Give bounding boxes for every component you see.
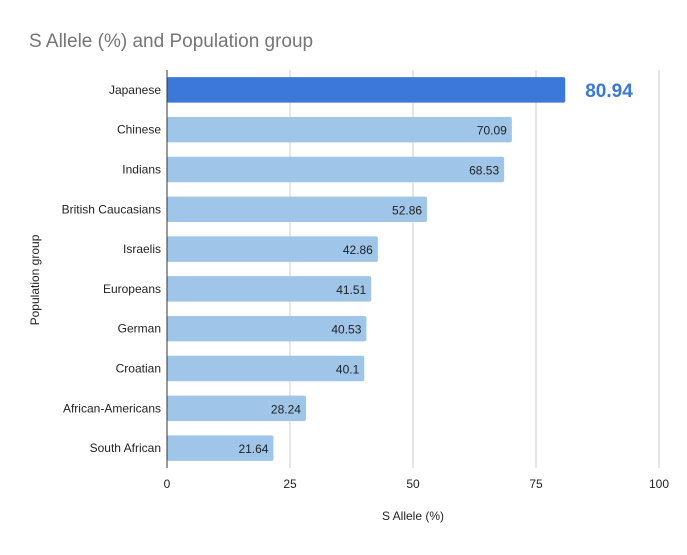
category-labels: Japanese Chinese Indians British Caucasians… (62, 83, 162, 455)
bar (167, 196, 428, 223)
category-label: Europeans (103, 282, 161, 296)
data-label: 40.1 (336, 363, 360, 377)
data-label: 68.53 (469, 164, 499, 178)
y-axis-label: Population group (28, 234, 42, 325)
category-label: Indians (122, 163, 161, 177)
data-label: 70.09 (477, 124, 507, 138)
bar (167, 315, 367, 342)
category-label: British Caucasians (62, 202, 161, 216)
category-label: Japanese (109, 83, 161, 97)
bars: 80.94 70.09 68.53 52.86 42.86 41.51 40.53 40.1 2… (167, 77, 633, 461)
x-axis-label: S Allele (%) (382, 509, 444, 523)
category-label: Croatian (116, 362, 161, 376)
category-label: Israelis (123, 242, 161, 256)
category-label: African-Americans (63, 401, 161, 415)
data-label-highlight: 80.94 (585, 81, 633, 102)
data-label: 28.24 (271, 402, 301, 416)
bar (167, 355, 365, 382)
bar (167, 276, 372, 302)
bar (167, 395, 306, 422)
data-label: 52.86 (392, 203, 422, 217)
bar (167, 236, 378, 262)
x-tick-label: 0 (164, 477, 171, 491)
category-label: Chinese (117, 123, 161, 137)
data-label: 21.64 (238, 442, 268, 456)
x-tick-label: 25 (283, 477, 297, 491)
bar (167, 116, 512, 143)
x-tick-label: 50 (406, 477, 420, 491)
data-label: 41.51 (336, 283, 366, 297)
chart-title: S Allele (%) and Population group (29, 31, 313, 52)
x-tick-label: 75 (529, 477, 543, 491)
data-label: 42.86 (343, 243, 373, 257)
x-tick-label: 100 (649, 477, 669, 491)
category-label: German (118, 322, 161, 336)
bar (167, 156, 505, 183)
bar (167, 77, 566, 103)
data-label: 40.53 (331, 323, 361, 337)
bar (167, 435, 274, 461)
x-tick-labels: 0 25 50 75 100 (164, 477, 670, 491)
category-label: South African (90, 441, 161, 455)
